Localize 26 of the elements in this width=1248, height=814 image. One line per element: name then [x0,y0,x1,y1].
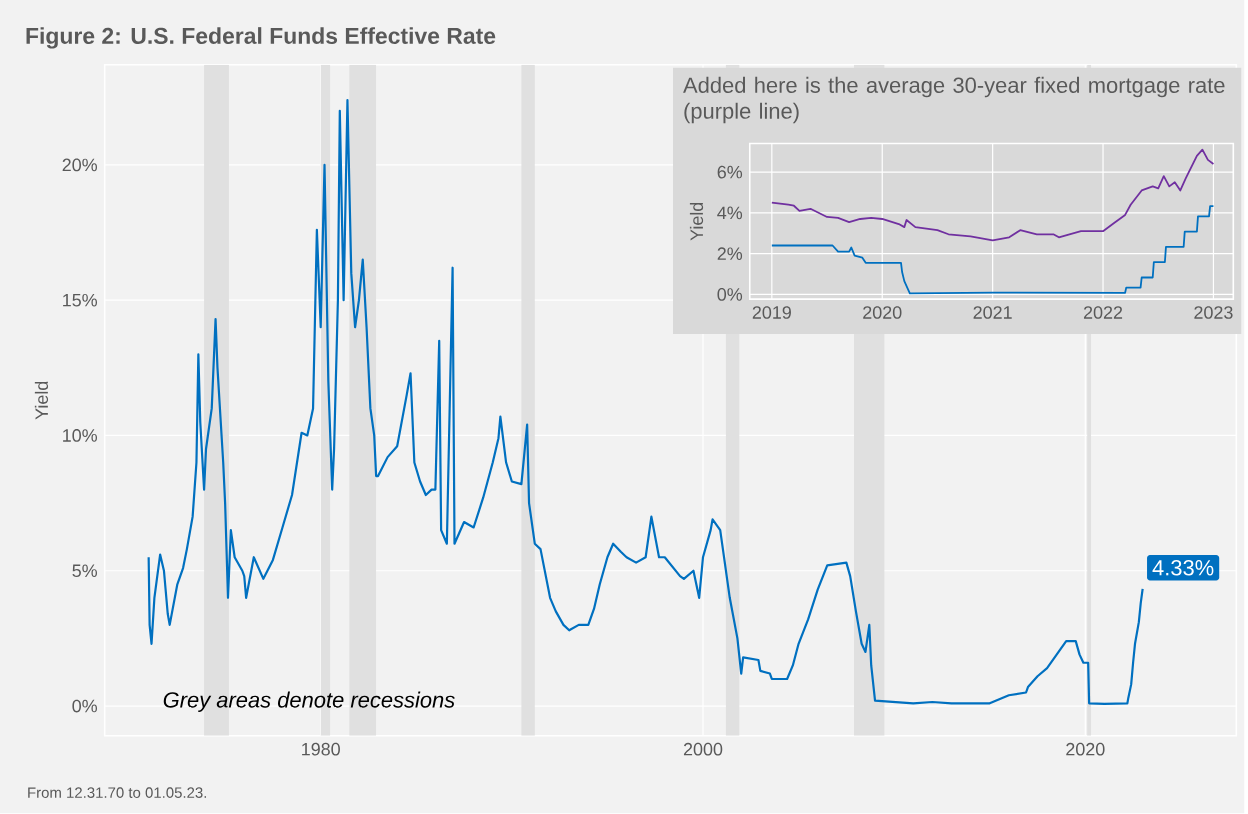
y-axis-title: Yield [689,203,704,241]
y-tick-label: 0% [72,699,98,713]
x-tick-label: 2020 [863,306,902,320]
y-axis-title: Yield [34,382,49,420]
chart-title: Figure 2: U.S. Federal Funds Effective Rate [26,27,496,49]
y-tick-label: 5% [72,564,98,578]
y-tick-label: 6% [717,165,743,179]
line-series [770,205,1215,295]
line-series [770,148,1215,242]
x-tick-label: 2021 [973,306,1012,320]
y-tick-label: 0% [717,288,743,301]
y-tick-label: 15% [63,294,98,307]
x-tick-label: 1980 [302,743,340,756]
x-tick-label: 2022 [1083,306,1123,320]
annotation: Grey areas denote recessions [163,691,455,713]
x-tick-label: 2023 [1194,306,1233,320]
y-tick-label: 4% [717,206,743,220]
annotation: 4.33% [1152,560,1214,576]
chart-title: Added here is the average 30-year fixed mortgage rate (purple line) [683,77,1225,124]
x-tick-label: 2000 [683,743,723,756]
text: From 12.31.70 to 01.05.23. [28,787,207,799]
x-tick-label: 2019 [752,306,791,320]
y-tick-label: 20% [62,158,98,172]
y-tick-label: 10% [63,429,98,443]
x-tick-label: 2020 [1066,743,1105,756]
y-tick-label: 2% [717,247,743,261]
